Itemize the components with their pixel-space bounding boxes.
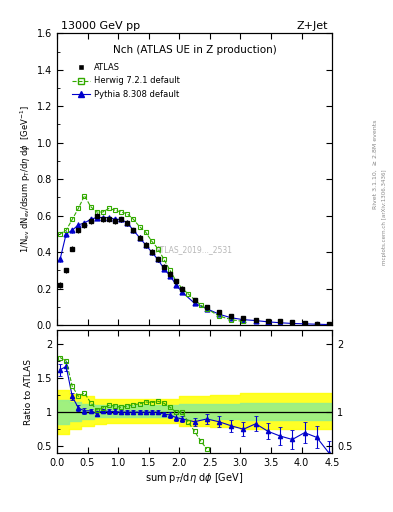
Text: ATLAS_2019..._2531: ATLAS_2019..._2531 (156, 245, 233, 254)
Text: mcplots.cern.ch [arXiv:1306.3436]: mcplots.cern.ch [arXiv:1306.3436] (382, 170, 387, 265)
Text: 13000 GeV pp: 13000 GeV pp (61, 20, 140, 31)
X-axis label: sum p$_T$/d$\eta$ d$\phi$ [GeV]: sum p$_T$/d$\eta$ d$\phi$ [GeV] (145, 471, 244, 485)
Text: Nch (ATLAS UE in Z production): Nch (ATLAS UE in Z production) (113, 45, 276, 55)
Text: Rivet 3.1.10,  ≥ 2.8M events: Rivet 3.1.10, ≥ 2.8M events (373, 119, 378, 208)
Text: Z+Jet: Z+Jet (297, 20, 328, 31)
Legend: ATLAS, Herwig 7.2.1 default, Pythia 8.308 default: ATLAS, Herwig 7.2.1 default, Pythia 8.30… (70, 61, 183, 101)
Y-axis label: Ratio to ATLAS: Ratio to ATLAS (24, 359, 33, 424)
Y-axis label: 1/N$_{\rm ev}$ dN$_{\rm ev}$/dsum p$_{\rm T}$/d$\eta$ d$\phi$  [GeV$^{-1}$]: 1/N$_{\rm ev}$ dN$_{\rm ev}$/dsum p$_{\r… (18, 105, 33, 253)
